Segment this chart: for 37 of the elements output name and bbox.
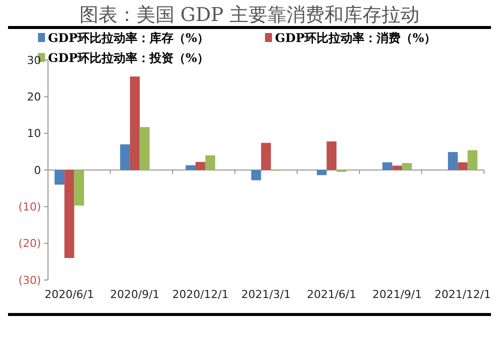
bar [54, 170, 64, 185]
y-tick-label: (20) [18, 237, 41, 250]
bar [196, 162, 206, 170]
bar [74, 170, 84, 206]
bar [120, 144, 130, 170]
bar [392, 166, 402, 170]
y-tick-label: 10 [27, 127, 41, 140]
x-tick-label: 2020/9/1 [110, 288, 160, 301]
bar [130, 76, 140, 170]
bar [458, 162, 468, 170]
bar [448, 152, 458, 170]
bar [64, 170, 74, 258]
legend-label: GDP环比拉动率：投资（%） [48, 51, 210, 65]
bar [140, 127, 150, 170]
bar [205, 155, 216, 170]
y-tick-label: (30) [18, 274, 41, 287]
bar [326, 141, 336, 170]
y-tick-label: 20 [27, 90, 41, 104]
legend-label: GDP环比拉动率：消费（%） [275, 31, 436, 45]
bar [251, 170, 262, 180]
x-tick-label: 2021/6/1 [306, 288, 356, 301]
y-tick-label: (10) [18, 200, 41, 214]
x-tick-label: 2020/12/1 [172, 288, 229, 301]
bar [316, 170, 327, 176]
bar [382, 162, 392, 170]
x-tick-label: 2021/3/1 [241, 288, 291, 301]
bar [402, 163, 412, 170]
x-tick-label: 2021/12/1 [434, 288, 491, 301]
bar [468, 150, 478, 170]
chart-title: 图表：美国 GDP 主要靠消费和库存拉动 [79, 4, 420, 26]
y-tick-label: 30 [27, 54, 41, 67]
bar [186, 165, 196, 170]
x-tick-label: 2021/9/1 [372, 288, 422, 301]
legend-label: GDP环比拉动率：库存（%） [48, 31, 210, 45]
x-tick-label: 2020/6/1 [44, 288, 94, 301]
bar [261, 142, 271, 170]
y-tick-label: 0 [34, 164, 41, 177]
